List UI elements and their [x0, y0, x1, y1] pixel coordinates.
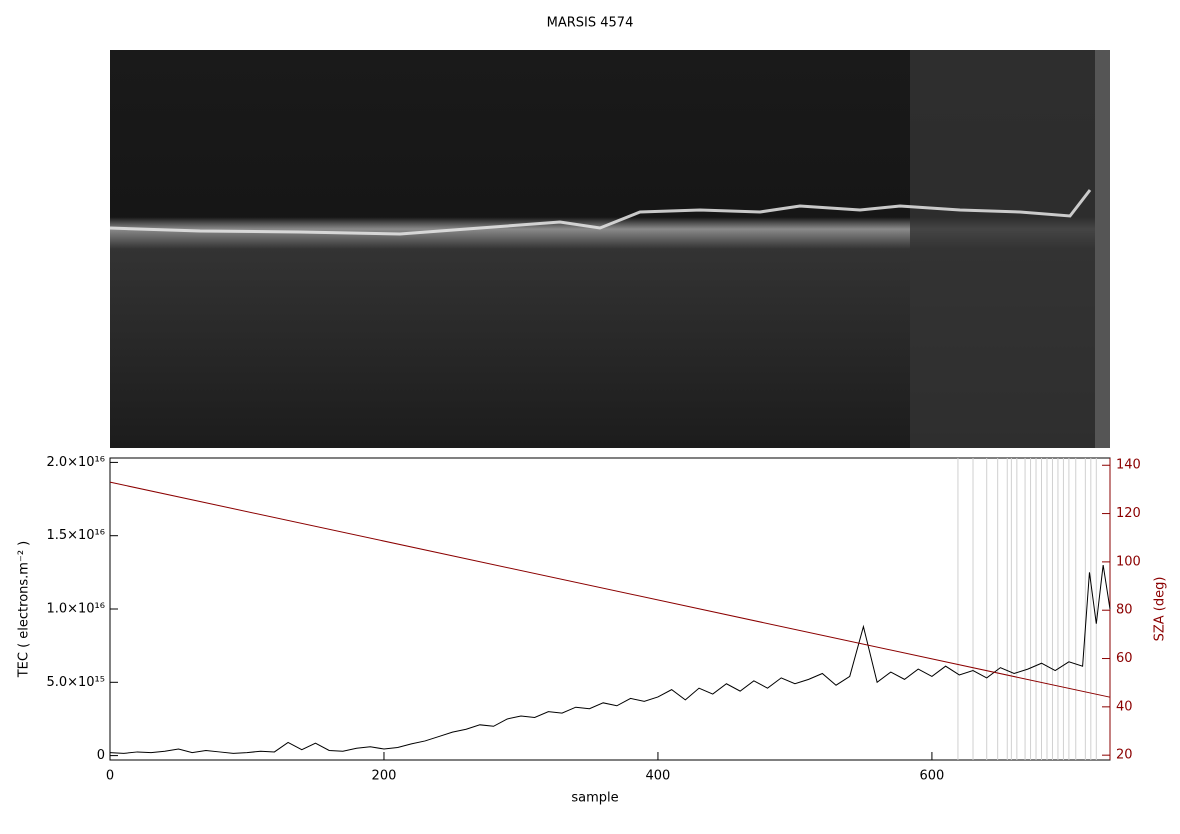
y-axis-label: TEC ( electrons.m⁻² ) — [17, 541, 32, 679]
y-tick-label: 2.0×10¹⁶ — [46, 455, 105, 470]
x-tick-label: 400 — [646, 769, 671, 784]
chart-title: MARSIS 4574 — [547, 16, 634, 31]
y2-tick-label: 140 — [1116, 458, 1141, 473]
y2-tick-label: 100 — [1116, 554, 1141, 569]
y2-tick-label: 120 — [1116, 506, 1141, 521]
y2-tick-label: 80 — [1116, 603, 1133, 618]
plot-frame — [109, 457, 1111, 761]
x-tick-label: 200 — [372, 769, 397, 784]
data-line — [109, 564, 1111, 754]
y-tick-label: 0 — [97, 748, 105, 763]
y-tick-label: 1.5×10¹⁶ — [46, 528, 105, 543]
y2-tick-label: 20 — [1116, 748, 1133, 763]
y2-axis-label: SZA (deg) — [1153, 577, 1168, 642]
radargram — [109, 50, 1110, 448]
x-tick-label: 0 — [106, 769, 114, 784]
x-tick-label: 600 — [920, 769, 945, 784]
data-line — [109, 481, 1111, 698]
y-tick-label: 1.0×10¹⁶ — [46, 602, 105, 617]
y-tick-label: 5.0×10¹⁵ — [46, 675, 105, 690]
y2-tick-label: 60 — [1116, 651, 1133, 666]
x-axis-label: sample — [571, 791, 618, 806]
y2-tick-label: 40 — [1116, 699, 1133, 714]
